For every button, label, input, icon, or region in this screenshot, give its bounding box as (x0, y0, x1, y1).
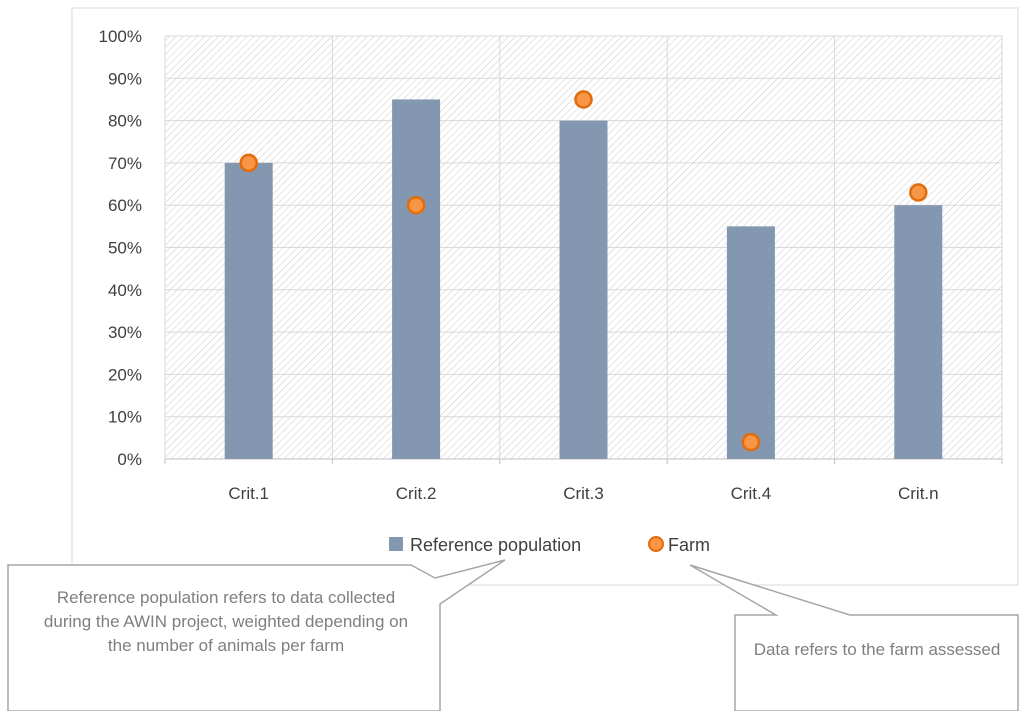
x-tick-label: Crit.4 (731, 484, 772, 503)
x-tick-label: Crit.2 (396, 484, 437, 503)
legend-swatch-reference (389, 537, 403, 551)
y-tick-label: 80% (108, 112, 142, 131)
legend-swatch-farm (648, 536, 664, 552)
x-tick-label: Crit.3 (563, 484, 604, 503)
farm-point (239, 153, 258, 173)
y-tick-label: 70% (108, 154, 142, 173)
callout-farm-text: Data refers to the farm assessed (753, 640, 1001, 659)
y-axis: 0% 10% 20% 30% 40% 50% 60% 70% 80% 90% 100% (99, 27, 142, 469)
y-tick-label: 10% (108, 408, 142, 427)
callout-reference-box (7, 559, 506, 711)
legend: Reference population Farm (389, 535, 710, 555)
bar-series (224, 99, 943, 459)
callout-reference-text: Reference population refers to data coll… (43, 588, 409, 655)
y-tick-label: 20% (108, 365, 142, 384)
y-tick-label: 90% (108, 69, 142, 88)
farm-point (574, 90, 593, 109)
farm-point (406, 195, 426, 215)
y-tick-label: 30% (108, 323, 142, 342)
y-tick-label: 60% (108, 196, 142, 215)
legend-label-reference: Reference population (410, 535, 581, 555)
bar (894, 205, 943, 459)
callout-reference (7, 559, 506, 711)
y-tick-label: 40% (108, 281, 142, 300)
y-tick-label: 100% (99, 27, 142, 46)
farm-point (741, 432, 761, 452)
callout-farm-box (689, 564, 1019, 711)
bar (726, 226, 775, 459)
x-tick-label: Crit.n (898, 484, 939, 503)
bar (224, 162, 273, 459)
farm-point (909, 183, 928, 202)
marker-series (239, 90, 928, 452)
y-tick-label: 0% (117, 450, 142, 469)
bar (392, 99, 441, 459)
callout-farm (689, 564, 1019, 711)
legend-label-farm: Farm (668, 535, 710, 555)
x-tick-label: Crit.1 (228, 484, 269, 503)
x-axis: Crit.1 Crit.2 Crit.3 Crit.4 Crit.n (228, 484, 938, 503)
y-tick-label: 50% (108, 239, 142, 258)
bar (559, 120, 608, 459)
